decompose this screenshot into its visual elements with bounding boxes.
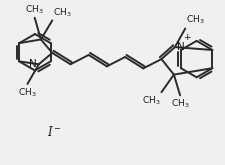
Text: CH$_3$: CH$_3$ [25, 4, 44, 16]
Text: +: + [183, 33, 191, 42]
Text: CH$_3$: CH$_3$ [171, 98, 189, 110]
Text: N: N [29, 59, 36, 69]
Text: CH$_3$: CH$_3$ [53, 6, 72, 19]
Text: I$^-$: I$^-$ [47, 125, 62, 139]
Text: N: N [177, 42, 185, 52]
Text: CH$_3$: CH$_3$ [142, 95, 160, 107]
Text: CH$_3$: CH$_3$ [186, 14, 205, 26]
Text: CH$_3$: CH$_3$ [18, 86, 37, 99]
